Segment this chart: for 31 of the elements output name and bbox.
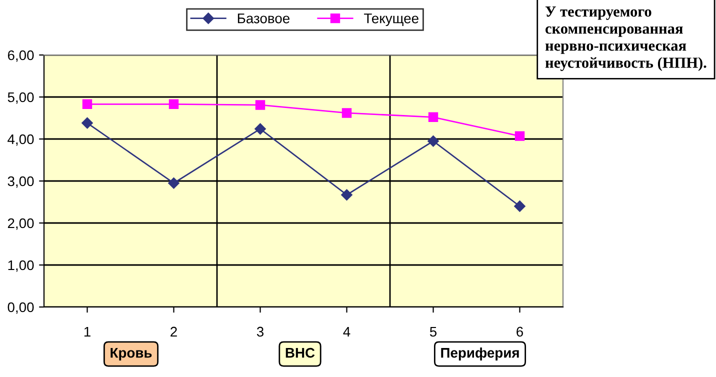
y-tick-label: 3,00 (8, 176, 34, 188)
point (254, 123, 266, 135)
point (514, 131, 525, 141)
y-tick-label: 4,00 (8, 134, 34, 146)
point (168, 99, 179, 109)
x-tick-label: 5 (430, 326, 437, 337)
x-tick-label: 6 (516, 326, 523, 337)
y-tick-label: 0,00 (8, 302, 34, 314)
text: Кровь (110, 348, 152, 360)
x-tick-label: 1 (84, 326, 90, 337)
y-tick-label: 2,00 (8, 218, 34, 230)
point (428, 135, 439, 147)
point (514, 200, 526, 212)
text: Периферия (441, 348, 519, 360)
legend-label: Базовое (238, 14, 290, 24)
annotation: У тестируемого скомпенсированная нервно-психическая неустойчивость (НПН). (545, 6, 706, 72)
x-tick-label: 3 (256, 326, 264, 337)
text: ВНС (286, 348, 315, 358)
x-tick-label: 2 (170, 326, 177, 337)
point (82, 117, 93, 129)
point (342, 108, 352, 118)
point (428, 112, 438, 122)
y-tick-label: 5,00 (8, 92, 34, 104)
point (82, 99, 92, 109)
y-tick-label: 6,00 (8, 50, 34, 62)
point (168, 177, 180, 189)
y-tick-label: 1,00 (8, 260, 34, 272)
legend-label: Текущее (364, 14, 418, 26)
x-tick-label: 4 (343, 326, 350, 337)
point (255, 100, 266, 110)
point (341, 189, 352, 200)
